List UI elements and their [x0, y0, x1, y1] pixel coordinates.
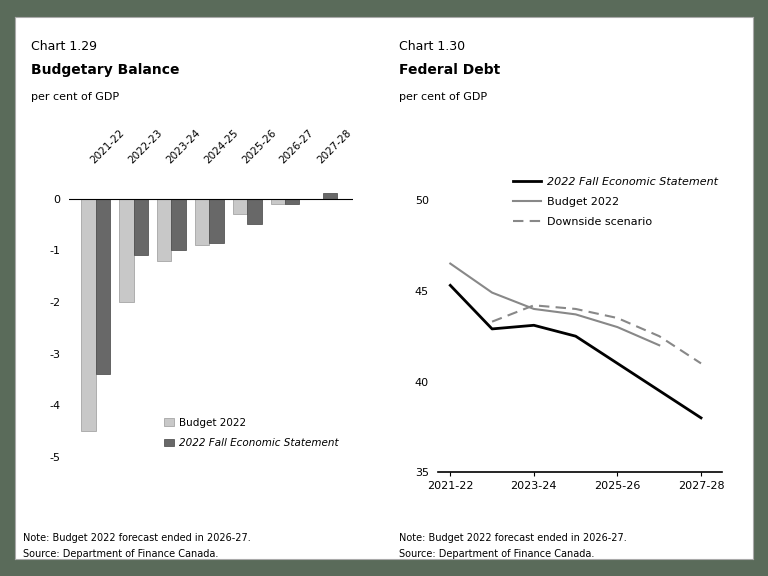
Text: Note: Budget 2022 forecast ended in 2026-27.: Note: Budget 2022 forecast ended in 2026…: [399, 533, 627, 543]
Bar: [285, 199, 300, 204]
Text: Budgetary Balance: Budgetary Balance: [31, 63, 179, 77]
Legend: Budget 2022, 2022 Fall Economic Statement: Budget 2022, 2022 Fall Economic Statemen…: [160, 414, 343, 452]
Bar: [210, 199, 223, 242]
Bar: [233, 199, 247, 214]
Text: per cent of GDP: per cent of GDP: [31, 92, 119, 102]
Bar: [119, 199, 134, 302]
Bar: [134, 199, 148, 255]
Bar: [323, 194, 337, 199]
Text: Chart 1.29: Chart 1.29: [31, 40, 97, 54]
Bar: [247, 199, 262, 225]
Bar: [157, 199, 171, 260]
Bar: [270, 199, 285, 204]
Bar: [96, 199, 110, 374]
Legend: 2022 Fall Economic Statement, Budget 2022, Downside scenario: 2022 Fall Economic Statement, Budget 202…: [509, 172, 722, 231]
Text: Source: Department of Finance Canada.: Source: Department of Finance Canada.: [399, 549, 594, 559]
Text: Federal Debt: Federal Debt: [399, 63, 501, 77]
Bar: [171, 199, 186, 250]
Text: Note: Budget 2022 forecast ended in 2026-27.: Note: Budget 2022 forecast ended in 2026…: [23, 533, 251, 543]
Text: per cent of GDP: per cent of GDP: [399, 92, 488, 102]
Bar: [81, 199, 96, 431]
Text: Source: Department of Finance Canada.: Source: Department of Finance Canada.: [23, 549, 218, 559]
Text: Chart 1.30: Chart 1.30: [399, 40, 465, 54]
Bar: [195, 199, 210, 245]
